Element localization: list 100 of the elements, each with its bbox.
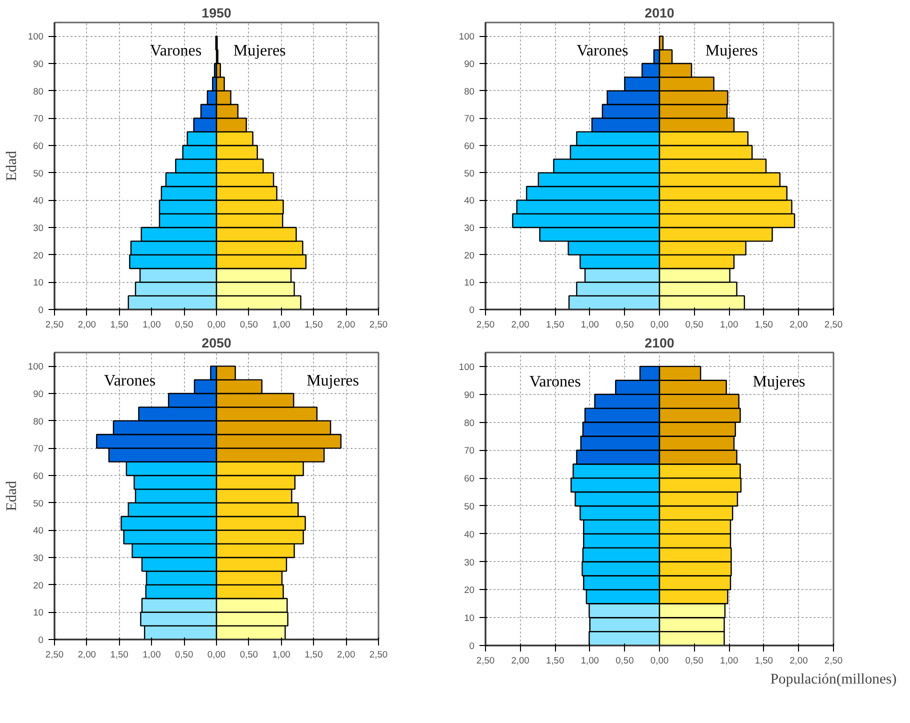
y-tick-label: 50 — [33, 168, 44, 178]
y-tick-label: 80 — [33, 86, 44, 96]
x-tick-label: 1,50 — [110, 320, 128, 330]
y-tick-label: 20 — [464, 250, 475, 260]
chart-title: 2010 — [644, 6, 674, 20]
y-tick-label: 30 — [33, 553, 44, 563]
y-tick-label: 20 — [33, 580, 44, 590]
x-tick-label: 0,50 — [616, 320, 634, 330]
x-tick-label: 2,50 — [824, 656, 843, 666]
y-tick-label: 60 — [464, 474, 475, 484]
x-tick-label: 1,50 — [546, 656, 564, 666]
x-tick-label: 2,50 — [369, 650, 388, 660]
y-tick-label: 0 — [469, 305, 475, 315]
y-tick-label: 60 — [33, 141, 44, 151]
x-tick-label: 0,50 — [240, 320, 258, 330]
x-tick-label: 0,00 — [650, 656, 669, 666]
x-tick-label: 2,50 — [369, 320, 388, 330]
y-tick-label: 50 — [464, 501, 475, 512]
x-tick-label: 2,00 — [337, 650, 356, 660]
x-tick-label: 2,00 — [78, 320, 96, 330]
x-tick-label: 1,00 — [580, 656, 599, 666]
y-tick-label: 30 — [33, 223, 44, 233]
y-tick-label: 10 — [33, 278, 44, 288]
x-tick-label: 2,00 — [790, 320, 808, 330]
x-tick-label: 0,00 — [207, 650, 226, 660]
series-label: Mujeres — [306, 372, 360, 390]
y-tick-label: 70 — [33, 114, 44, 124]
chart-title: 2100 — [644, 336, 674, 350]
y-tick-label: 50 — [464, 168, 475, 178]
y-tick-label: 20 — [464, 585, 475, 596]
x-tick-label: 2,50 — [476, 320, 495, 330]
x-tick-label: 0,50 — [175, 320, 194, 330]
series-label: Varones — [576, 42, 628, 60]
y-tick-label: 80 — [33, 416, 44, 426]
y-tick-label: 90 — [33, 59, 44, 69]
x-tick-label: 2,00 — [511, 656, 530, 666]
y-tick-label: 10 — [464, 613, 475, 624]
x-tick-label: 2,00 — [78, 650, 96, 660]
y-tick-label: 90 — [33, 389, 44, 399]
y-axis-title: Edad — [4, 150, 20, 182]
y-tick-label: 70 — [464, 114, 475, 124]
x-tick-label: 1,50 — [110, 650, 128, 660]
x-tick-label: 2,50 — [824, 320, 843, 330]
x-axis-title: Populación(millones) — [770, 672, 897, 688]
y-tick-label: 40 — [33, 196, 44, 206]
x-tick-label: 1,00 — [720, 656, 738, 666]
y-tick-label: 10 — [33, 608, 44, 618]
y-tick-label: 40 — [464, 196, 475, 206]
y-tick-label: 10 — [464, 278, 475, 288]
x-tick-label: 2,50 — [45, 320, 64, 330]
y-tick-label: 100 — [28, 32, 44, 42]
y-tick-label: 40 — [464, 529, 475, 540]
x-tick-label: 1,00 — [142, 650, 161, 660]
y-tick-label: 80 — [464, 418, 475, 428]
y-tick-label: 60 — [464, 141, 475, 151]
y-tick-label: 80 — [464, 86, 475, 96]
x-tick-label: 1,50 — [304, 320, 323, 330]
series-label: Varones — [150, 42, 202, 60]
y-tick-label: 0 — [38, 635, 44, 645]
x-tick-label: 2,00 — [337, 320, 356, 330]
x-tick-label: 0,50 — [240, 650, 258, 660]
x-tick-label: 1,50 — [754, 320, 773, 330]
y-tick-label: 70 — [464, 446, 475, 456]
x-tick-label: 1,50 — [754, 656, 773, 666]
x-tick-label: 1,00 — [720, 320, 738, 330]
x-tick-label: 0,00 — [650, 320, 669, 330]
y-tick-label: 100 — [28, 362, 44, 372]
y-tick-label: 100 — [458, 362, 475, 372]
y-tick-label: 60 — [33, 471, 44, 481]
x-tick-label: 1,00 — [580, 320, 599, 330]
y-tick-label: 50 — [33, 498, 44, 508]
x-tick-label: 0,00 — [207, 320, 226, 330]
y-tick-label: 0 — [469, 641, 475, 651]
y-tick-label: 20 — [33, 250, 44, 260]
x-tick-label: 1,50 — [546, 320, 564, 330]
x-tick-label: 0,50 — [685, 656, 704, 666]
chart-title: 1950 — [202, 6, 232, 20]
y-tick-label: 90 — [464, 59, 475, 69]
y-tick-label: 70 — [33, 444, 44, 454]
chart-title: 2050 — [202, 336, 232, 350]
series-label: Mujeres — [233, 42, 286, 60]
x-tick-label: 2,50 — [476, 656, 495, 666]
y-tick-label: 0 — [38, 305, 44, 315]
x-tick-label: 2,50 — [45, 650, 64, 660]
series-label: Varones — [529, 373, 581, 390]
x-tick-label: 0,50 — [685, 320, 704, 330]
x-tick-label: 1,50 — [304, 650, 323, 660]
series-label: Mujeres — [752, 373, 806, 390]
y-tick-label: 40 — [33, 526, 44, 536]
y-tick-label: 100 — [458, 32, 475, 42]
x-tick-label: 1,00 — [272, 320, 290, 330]
series-label: Varones — [104, 372, 156, 390]
y-axis-title: Edad — [4, 480, 20, 512]
x-tick-label: 0,50 — [616, 656, 634, 666]
x-tick-label: 0,50 — [175, 650, 194, 660]
x-tick-label: 1,00 — [272, 650, 290, 660]
y-tick-label: 90 — [464, 390, 475, 400]
y-tick-label: 30 — [464, 557, 475, 568]
x-tick-label: 2,00 — [511, 320, 530, 330]
x-tick-label: 1,00 — [142, 320, 161, 330]
